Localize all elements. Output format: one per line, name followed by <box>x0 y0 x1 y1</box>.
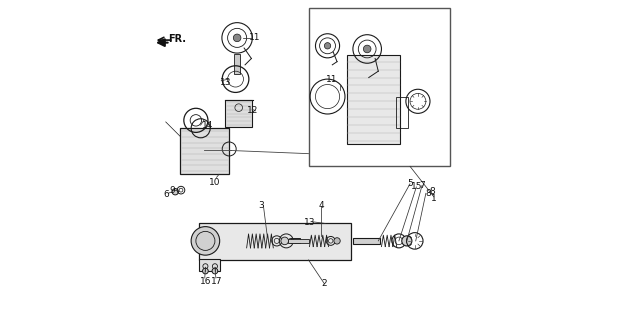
Text: 11: 11 <box>326 75 337 84</box>
Text: 10: 10 <box>209 178 221 187</box>
Circle shape <box>363 45 371 53</box>
Circle shape <box>212 268 218 274</box>
Text: 11: 11 <box>249 33 260 42</box>
Circle shape <box>172 188 178 195</box>
Text: 17: 17 <box>211 277 222 286</box>
Text: 6: 6 <box>164 190 169 199</box>
Bar <box>180 128 229 174</box>
Circle shape <box>202 268 209 274</box>
Circle shape <box>325 43 331 49</box>
Text: 12: 12 <box>247 106 259 115</box>
Bar <box>288 239 308 243</box>
Bar <box>353 238 380 244</box>
Text: 1: 1 <box>431 194 437 203</box>
Bar <box>234 54 240 74</box>
Text: 3: 3 <box>258 202 264 211</box>
Text: 9: 9 <box>170 186 176 195</box>
Text: 13: 13 <box>220 78 232 87</box>
Bar <box>395 97 408 128</box>
Text: 8: 8 <box>426 189 431 198</box>
Text: FR.: FR. <box>168 34 186 44</box>
Bar <box>225 100 252 127</box>
Text: 8: 8 <box>429 187 435 196</box>
Bar <box>291 238 300 244</box>
Text: 4: 4 <box>318 202 324 211</box>
Circle shape <box>334 238 340 244</box>
Bar <box>308 8 450 166</box>
Circle shape <box>281 237 289 245</box>
Text: 5: 5 <box>407 179 413 188</box>
Bar <box>199 259 220 271</box>
Text: 14: 14 <box>202 121 213 130</box>
Bar <box>347 55 400 144</box>
Text: 13: 13 <box>304 218 316 227</box>
Text: 7: 7 <box>419 181 425 190</box>
Circle shape <box>402 236 412 246</box>
Circle shape <box>233 34 241 42</box>
Text: 16: 16 <box>200 277 211 286</box>
Circle shape <box>191 227 220 255</box>
Text: 15: 15 <box>410 182 422 191</box>
Text: 2: 2 <box>321 279 327 288</box>
Bar <box>199 223 351 260</box>
